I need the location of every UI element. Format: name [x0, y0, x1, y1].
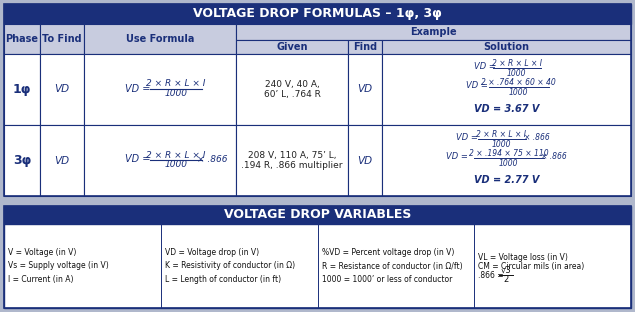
Bar — [4, 206, 631, 224]
Text: VOLTAGE DROP FORMULAS – 1φ, 3φ: VOLTAGE DROP FORMULAS – 1φ, 3φ — [193, 7, 442, 21]
Bar — [4, 224, 631, 308]
Text: .866 =: .866 = — [478, 271, 504, 280]
Text: VD =: VD = — [125, 154, 150, 164]
Text: VD =: VD = — [474, 62, 495, 71]
Text: √3: √3 — [501, 266, 512, 275]
Text: 2 × R × L × I: 2 × R × L × I — [476, 130, 526, 139]
Text: VD = Voltage drop (in V)
K = Resistivity of conductor (in Ω)
L = Length of condu: VD = Voltage drop (in V) K = Resistivity… — [164, 248, 295, 285]
Bar — [236, 54, 348, 125]
Bar — [348, 54, 382, 125]
Text: × .866: × .866 — [524, 133, 549, 142]
Bar — [382, 40, 631, 54]
Text: 1000: 1000 — [498, 159, 518, 168]
Bar — [40, 54, 84, 125]
Text: × .866: × .866 — [540, 152, 566, 161]
Bar — [40, 125, 84, 196]
Text: 2 × R × L × I: 2 × R × L × I — [146, 150, 206, 159]
Text: VD: VD — [358, 155, 373, 165]
Bar — [4, 54, 40, 125]
Text: 1φ: 1φ — [13, 83, 31, 96]
Text: 240 V, 40 A,
60’ L, .764 R: 240 V, 40 A, 60’ L, .764 R — [264, 80, 321, 99]
Text: 2 × .764 × 60 × 40: 2 × .764 × 60 × 40 — [481, 78, 556, 87]
Text: VD =: VD = — [125, 84, 150, 94]
Text: 1000: 1000 — [164, 160, 187, 169]
Text: 2 × R × L × I: 2 × R × L × I — [146, 80, 206, 89]
Bar — [84, 54, 236, 125]
Bar — [348, 125, 382, 196]
Text: Use Formula: Use Formula — [126, 34, 194, 44]
Text: VD =: VD = — [455, 133, 478, 142]
Text: 2 × .194 × 75 × 110: 2 × .194 × 75 × 110 — [469, 149, 548, 158]
Text: 2 × R × L × I: 2 × R × L × I — [491, 59, 542, 68]
Bar — [84, 125, 236, 196]
Text: Solution: Solution — [483, 42, 530, 52]
Bar — [382, 125, 631, 196]
Bar — [236, 24, 631, 40]
Text: × .866: × .866 — [197, 155, 227, 164]
Text: %VD = Percent voltage drop (in V)
R = Resistance of conductor (in Ω/ft)
1000 = 1: %VD = Percent voltage drop (in V) R = Re… — [321, 248, 462, 285]
Bar — [84, 24, 236, 54]
Bar — [4, 4, 631, 24]
Text: 1000: 1000 — [509, 88, 528, 97]
Text: Given: Given — [276, 42, 308, 52]
Text: 1000: 1000 — [491, 140, 511, 149]
Text: 3φ: 3φ — [13, 154, 31, 167]
Bar — [4, 24, 40, 54]
Text: VD: VD — [55, 155, 70, 165]
Text: VD =: VD = — [465, 81, 488, 90]
Bar — [4, 4, 631, 196]
Text: V = Voltage (in V)
Vs = Supply voltage (in V)
I = Current (in A): V = Voltage (in V) Vs = Supply voltage (… — [8, 248, 109, 285]
Text: CM = Circular mils (in area): CM = Circular mils (in area) — [478, 261, 584, 271]
Bar — [382, 54, 631, 125]
Bar — [236, 40, 348, 54]
Text: 208 V, 110 A, 75’ L,
.194 R, .866 multiplier: 208 V, 110 A, 75’ L, .194 R, .866 multip… — [241, 151, 343, 170]
Bar — [236, 125, 348, 196]
Text: VD: VD — [55, 85, 70, 95]
Text: 2: 2 — [504, 275, 509, 284]
Bar — [348, 40, 382, 54]
Text: VD = 2.77 V: VD = 2.77 V — [474, 175, 539, 185]
Text: 1000: 1000 — [507, 69, 526, 78]
Text: VL = Voltage loss (in V): VL = Voltage loss (in V) — [478, 252, 568, 261]
Text: VD =: VD = — [446, 152, 467, 161]
Text: Phase: Phase — [6, 34, 39, 44]
Text: Example: Example — [410, 27, 457, 37]
Text: VD = 3.67 V: VD = 3.67 V — [474, 105, 539, 115]
Bar — [4, 206, 631, 308]
Text: 1000: 1000 — [164, 89, 187, 98]
Text: VD: VD — [358, 85, 373, 95]
Text: Find: Find — [353, 42, 377, 52]
Text: VOLTAGE DROP VARIABLES: VOLTAGE DROP VARIABLES — [224, 208, 411, 222]
Bar — [40, 24, 84, 54]
Text: To Find: To Find — [42, 34, 82, 44]
Bar — [4, 125, 40, 196]
